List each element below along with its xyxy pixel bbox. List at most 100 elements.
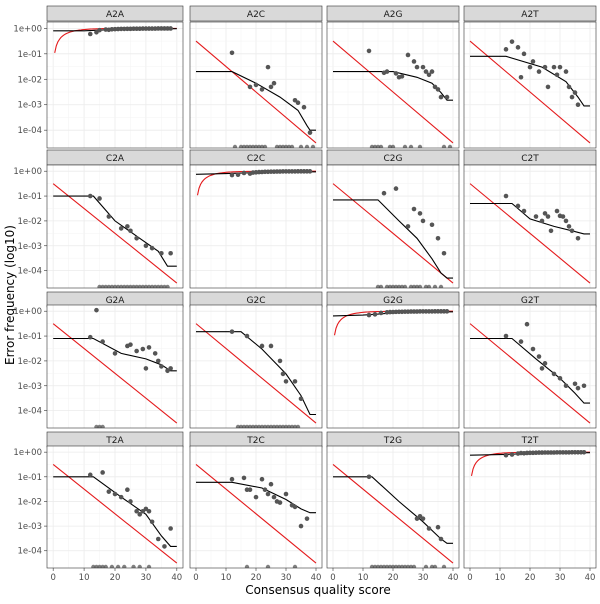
- plot-area: [332, 40, 454, 148]
- observed-point: [152, 351, 158, 356]
- y-tick-label: 1e-03: [17, 101, 42, 111]
- observed-point: [438, 94, 444, 100]
- observed-point: [143, 506, 149, 512]
- panel-border: [46, 304, 184, 429]
- plot-area: [469, 321, 591, 424]
- panel-border: [189, 304, 323, 429]
- observed-point: [563, 383, 569, 389]
- observed-point: [268, 84, 274, 90]
- zero-point: [426, 284, 432, 288]
- x-tick-label: 40: [585, 573, 596, 583]
- observed-point: [524, 321, 530, 327]
- observed-point: [247, 487, 253, 492]
- observed-point: [298, 523, 304, 529]
- plot-area: [195, 323, 317, 428]
- observed-point: [118, 494, 124, 500]
- observed-point: [435, 524, 441, 530]
- observed-point: [155, 536, 161, 542]
- observed-point: [441, 250, 447, 256]
- strip-label: C2A: [106, 154, 125, 164]
- y-tick-label: 1e+00: [13, 24, 42, 34]
- panel-A2A: A2A 1e+00 1e-01 1e-02 1e-03 1e-04: [13, 5, 184, 149]
- observed-point: [283, 491, 289, 497]
- grid-lines: [327, 446, 459, 568]
- y-tick-label: 1e-01: [17, 473, 42, 483]
- observed-point: [435, 87, 441, 92]
- zero-point: [262, 144, 268, 148]
- observed-point: [521, 51, 527, 57]
- observed-point: [572, 381, 578, 387]
- observed-point: [97, 196, 102, 201]
- zero-point: [310, 144, 316, 148]
- observed-point: [399, 74, 405, 79]
- x-tick-label: 0: [330, 573, 335, 583]
- nominal-error-line: [332, 40, 454, 144]
- observed-point: [265, 491, 271, 497]
- observed-point: [527, 64, 533, 70]
- strip-bg: [463, 5, 597, 22]
- plot-area: [52, 183, 178, 288]
- zero-point: [103, 564, 108, 568]
- strip-label: C2C: [247, 154, 265, 164]
- x-tick-label: 30: [555, 573, 566, 583]
- fitted-error-line: [53, 195, 177, 267]
- panel-G2A: G2A 1e+00 1e-01 1e-02 1e-03 1e-04: [13, 291, 184, 429]
- zero-point: [115, 564, 121, 568]
- zero-point: [244, 564, 250, 568]
- observed-point: [307, 130, 313, 135]
- x-tick-label: 20: [110, 573, 121, 583]
- plot-area: [53, 26, 177, 54]
- fitted-error-line: [333, 476, 453, 544]
- x-tick-label: 10: [495, 573, 506, 583]
- observed-point: [509, 452, 515, 457]
- observed-point: [143, 243, 149, 249]
- y-tick-label: 1e-04: [17, 126, 42, 136]
- observed-point: [503, 452, 509, 458]
- observed-point: [253, 494, 259, 500]
- observed-point: [259, 87, 265, 92]
- observed-point: [563, 218, 569, 224]
- x-tick-label: 20: [251, 573, 262, 583]
- observed-point: [87, 31, 93, 37]
- panel-C2T: C2T: [463, 149, 597, 289]
- grid-lines: [464, 305, 596, 428]
- panel-border: [326, 304, 460, 429]
- observed-point: [429, 222, 435, 228]
- observed-point: [277, 358, 283, 364]
- panel-border: [189, 164, 323, 289]
- observed-point: [106, 214, 112, 219]
- observed-point: [530, 346, 536, 352]
- fitted-error-line: [333, 71, 453, 101]
- x-tick-label: 0: [467, 573, 472, 583]
- panel-G2G: G2G: [326, 291, 460, 429]
- grid-lines: [464, 165, 596, 288]
- zero-point: [441, 144, 447, 148]
- observed-point: [280, 371, 286, 377]
- observed-point: [536, 354, 542, 359]
- panel-A2T: A2T: [463, 5, 597, 149]
- observed-point: [241, 475, 247, 481]
- nominal-error-line: [195, 464, 317, 564]
- zero-point: [408, 144, 414, 148]
- observed-point: [551, 371, 557, 377]
- y-tick-label: 1e+00: [13, 167, 42, 177]
- zero-point: [390, 144, 396, 148]
- zero-point: [165, 284, 170, 288]
- observed-point: [146, 345, 152, 350]
- observed-point: [542, 361, 548, 366]
- zero-point: [411, 564, 417, 568]
- x-tick-label: 30: [140, 573, 151, 583]
- observed-point: [414, 64, 420, 70]
- observed-point: [503, 193, 509, 199]
- observed-point: [572, 90, 578, 95]
- observed-point: [149, 519, 155, 525]
- observed-point: [509, 39, 515, 44]
- observed-point: [244, 333, 250, 339]
- fitted-error-line: [53, 476, 177, 547]
- grid-lines: [190, 446, 322, 568]
- fitted-error-line: [470, 202, 590, 235]
- x-tick-label: 40: [311, 573, 322, 583]
- observed-point: [569, 228, 575, 234]
- zero-point: [402, 284, 408, 288]
- fitted-error-line: [470, 55, 590, 107]
